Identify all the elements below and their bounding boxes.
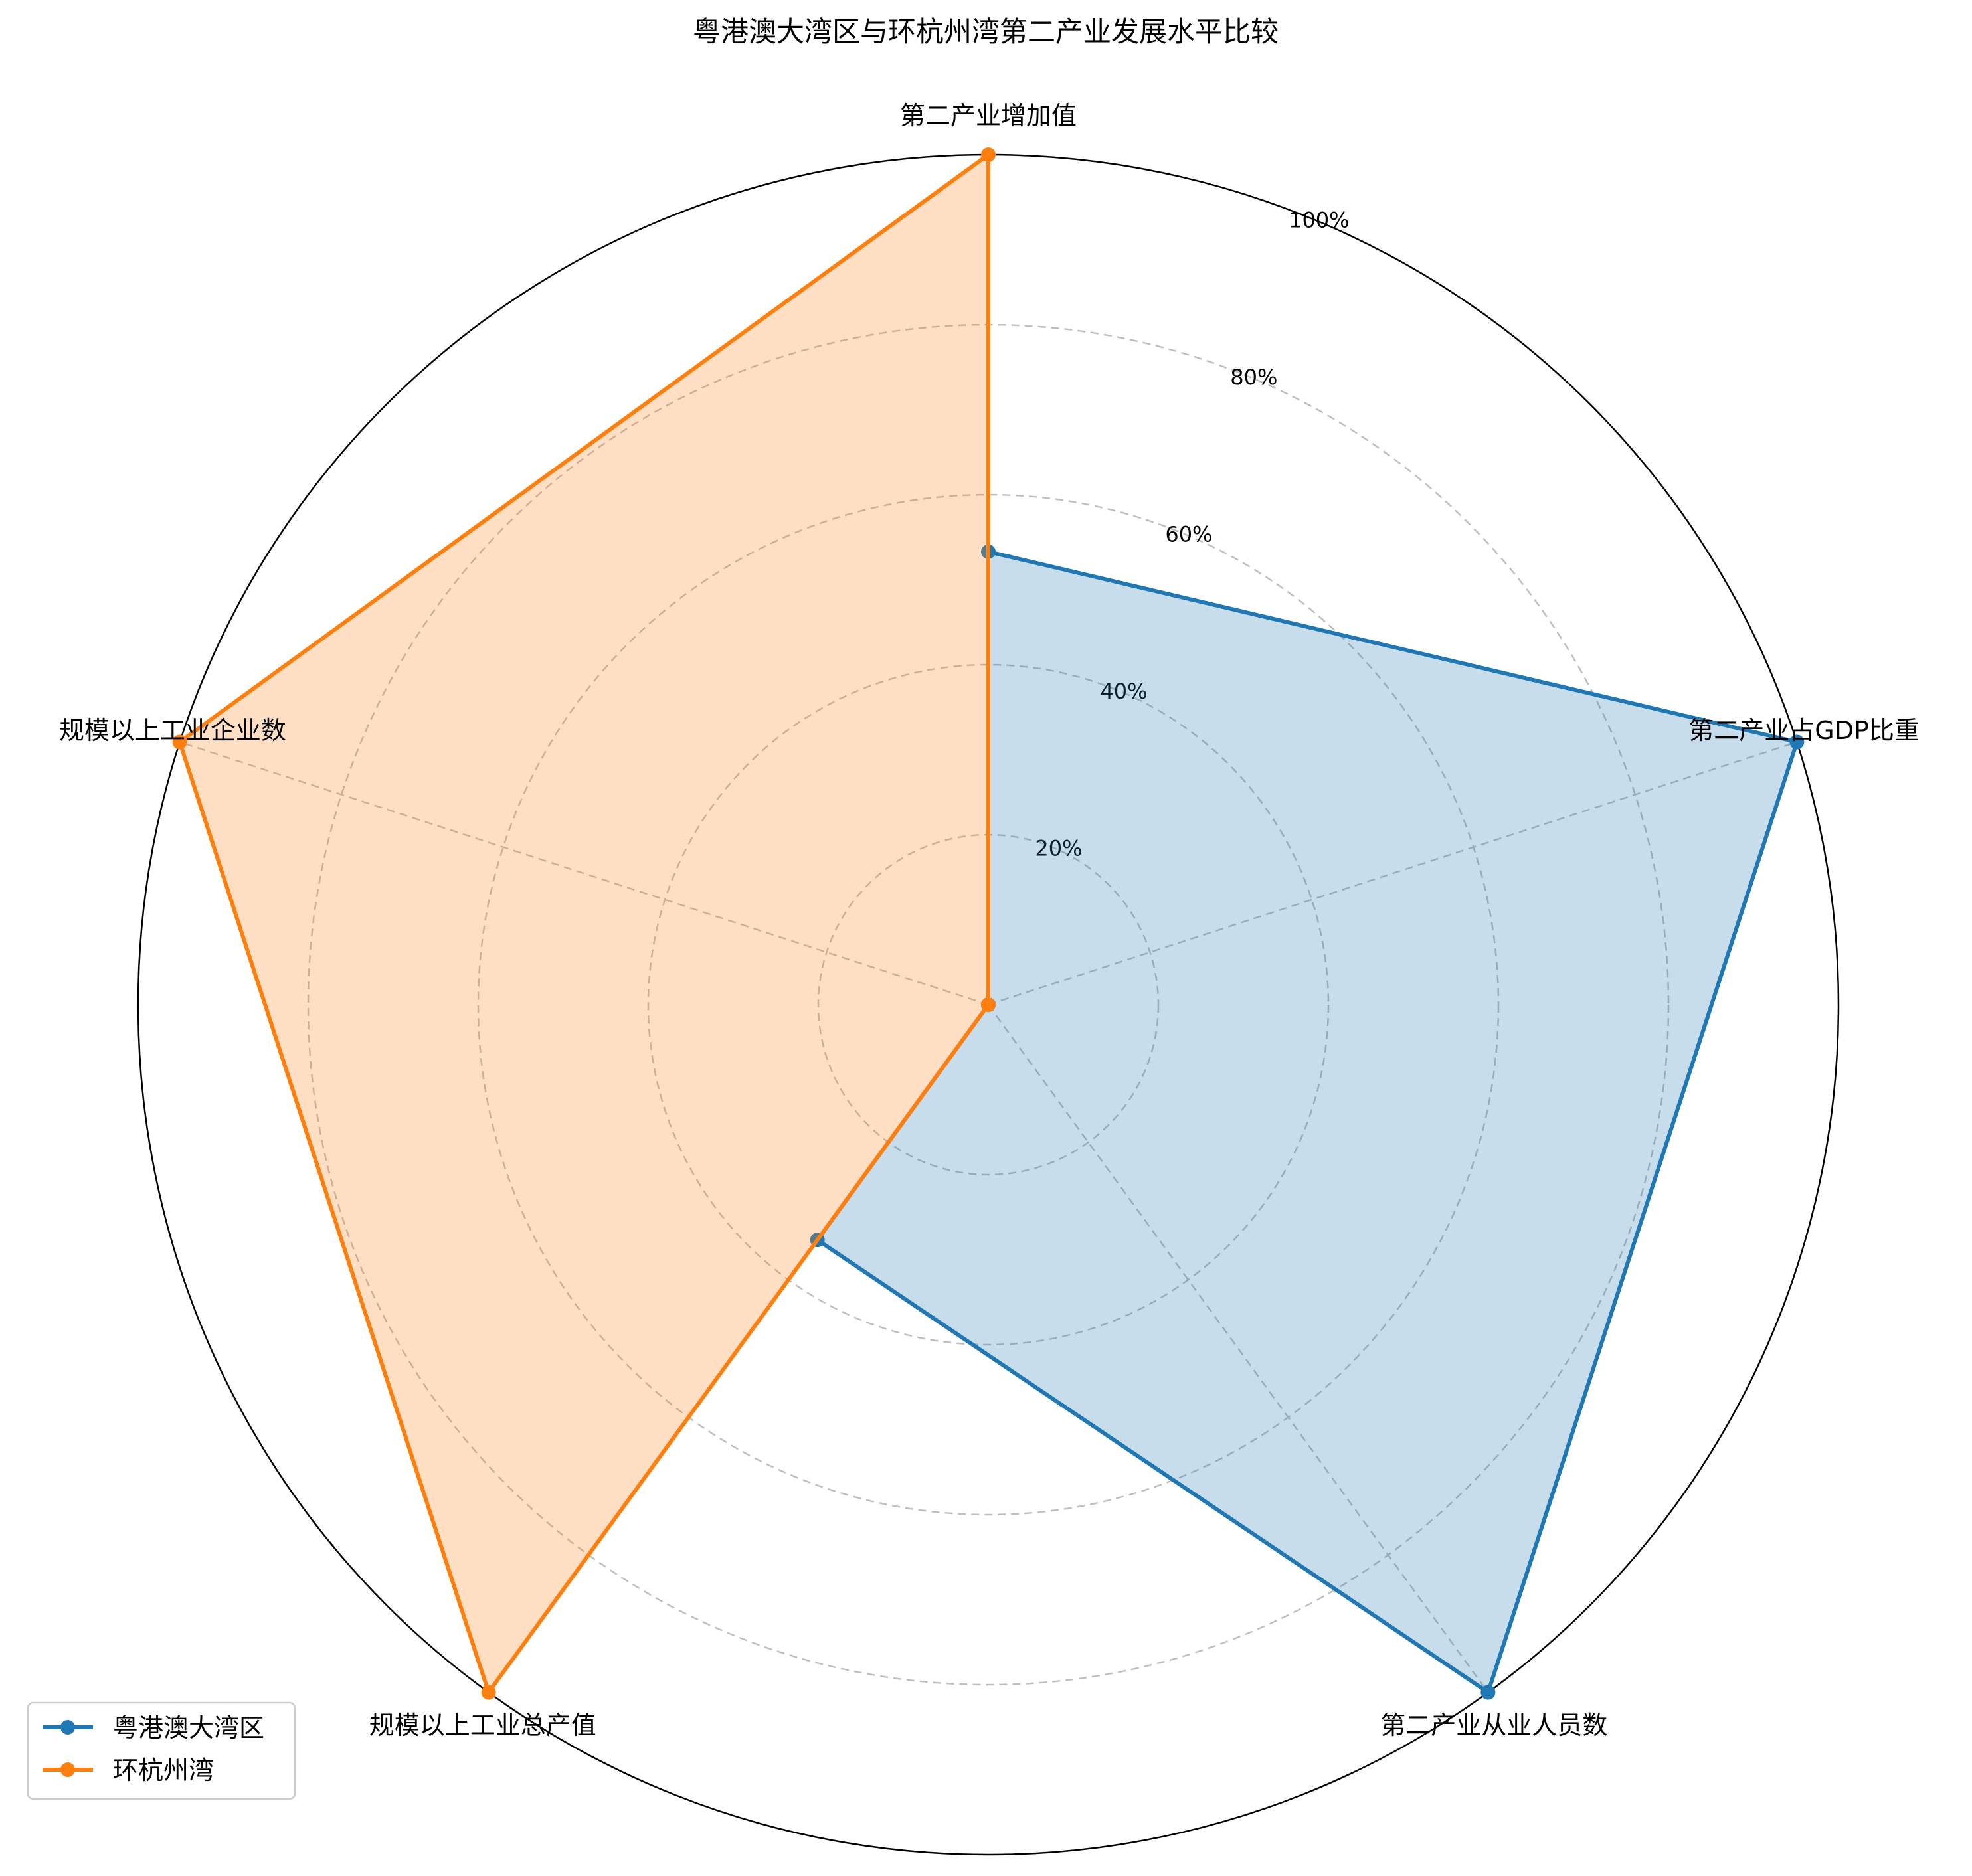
category-label-2: 第二产业从业人员数 bbox=[1380, 1711, 1607, 1740]
series-0-point-2 bbox=[1480, 1685, 1496, 1700]
chart-title: 粤港澳大湾区与环杭州湾第二产业发展水平比较 bbox=[693, 15, 1279, 48]
legend-frame bbox=[27, 1701, 296, 1800]
legend: 粤港澳大湾区 环杭州湾 bbox=[27, 1701, 296, 1800]
category-label-4: 规模以上工业企业数 bbox=[59, 716, 286, 745]
data-series bbox=[172, 147, 1805, 1700]
grid-ring-60 bbox=[477, 493, 1500, 1516]
r-tick-label-20: 20% bbox=[1035, 835, 1082, 861]
grid-spoke-1 bbox=[988, 741, 1797, 1006]
series-1-point-0 bbox=[981, 147, 996, 162]
series-area-1 bbox=[179, 155, 989, 1693]
r-tick-label-40: 40% bbox=[1100, 679, 1147, 704]
legend-label-series-1: 环杭州湾 bbox=[113, 1756, 214, 1785]
series-0-point-1 bbox=[1789, 734, 1805, 750]
category-label-0: 第二产业增加值 bbox=[900, 101, 1077, 130]
grid-spoke-2 bbox=[987, 1004, 1489, 1693]
legend-marker-series-1 bbox=[60, 1762, 75, 1777]
series-area-0 bbox=[817, 551, 1797, 1693]
category-label-3: 规模以上工业总产值 bbox=[369, 1711, 596, 1740]
legend-marker-series-0 bbox=[60, 1720, 75, 1735]
grid-ring-40 bbox=[647, 663, 1330, 1346]
category-label-1: 第二产业占GDP比重 bbox=[1688, 716, 1920, 745]
r-tick-label-100: 100% bbox=[1289, 207, 1349, 232]
grid-spoke-4 bbox=[179, 741, 989, 1006]
series-1-point-3 bbox=[481, 1685, 496, 1700]
series-1-point-2 bbox=[981, 997, 996, 1012]
r-tick-label-60: 60% bbox=[1165, 521, 1212, 547]
r-tick-label-80: 80% bbox=[1230, 365, 1277, 390]
legend-label-series-0: 粤港澳大湾区 bbox=[113, 1713, 264, 1743]
radial-tick-labels: 20% 40% 60% 80% 100% bbox=[1035, 207, 1349, 861]
series-1-point-4 bbox=[172, 734, 187, 750]
legend-entry-series-0: 粤港澳大湾区 bbox=[43, 1713, 264, 1743]
legend-entry-series-1: 环杭州湾 bbox=[43, 1756, 214, 1785]
